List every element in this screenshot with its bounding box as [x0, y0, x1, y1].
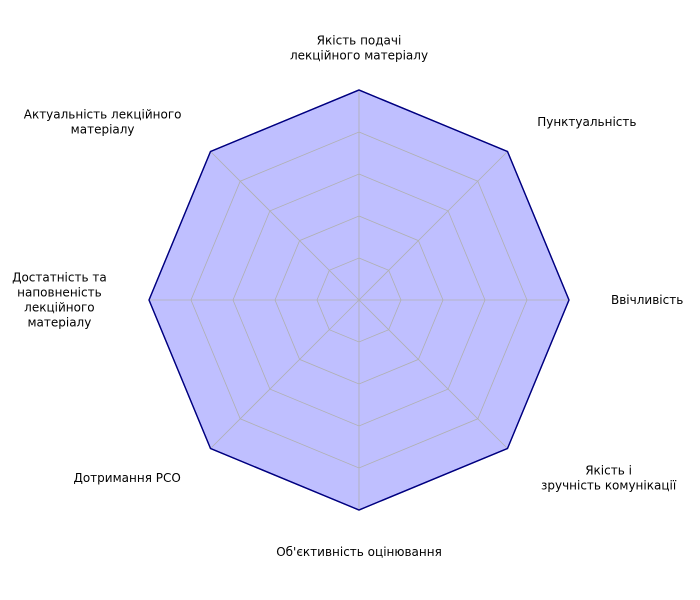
axis-spoke-overlay: [210, 151, 360, 301]
axis-spoke-overlay: [210, 299, 360, 449]
axis-label: Достатність та наповненість лекційного мате…: [12, 271, 107, 330]
axis-spoke-overlay: [358, 299, 508, 449]
series-outline: [148, 89, 570, 511]
axis-label: Об'єктивність оцінювання: [276, 545, 442, 559]
axis-spoke-overlay: [358, 151, 508, 301]
axis-label: Якість і зручність комунікації: [541, 464, 677, 493]
radar-series: [148, 89, 570, 511]
axis-label: Ввічливість: [611, 293, 683, 307]
axis-label: Дотримання РСО: [73, 471, 180, 485]
axis-label: Пунктуальність: [537, 115, 636, 129]
axis-label: Актуальність лекційного матеріалу: [24, 107, 182, 136]
axis-label: Якість подачі лекційного матеріалу: [290, 34, 428, 63]
axis-labels: Якість подачі лекційного матеріалу Пунктуа…: [12, 34, 683, 560]
